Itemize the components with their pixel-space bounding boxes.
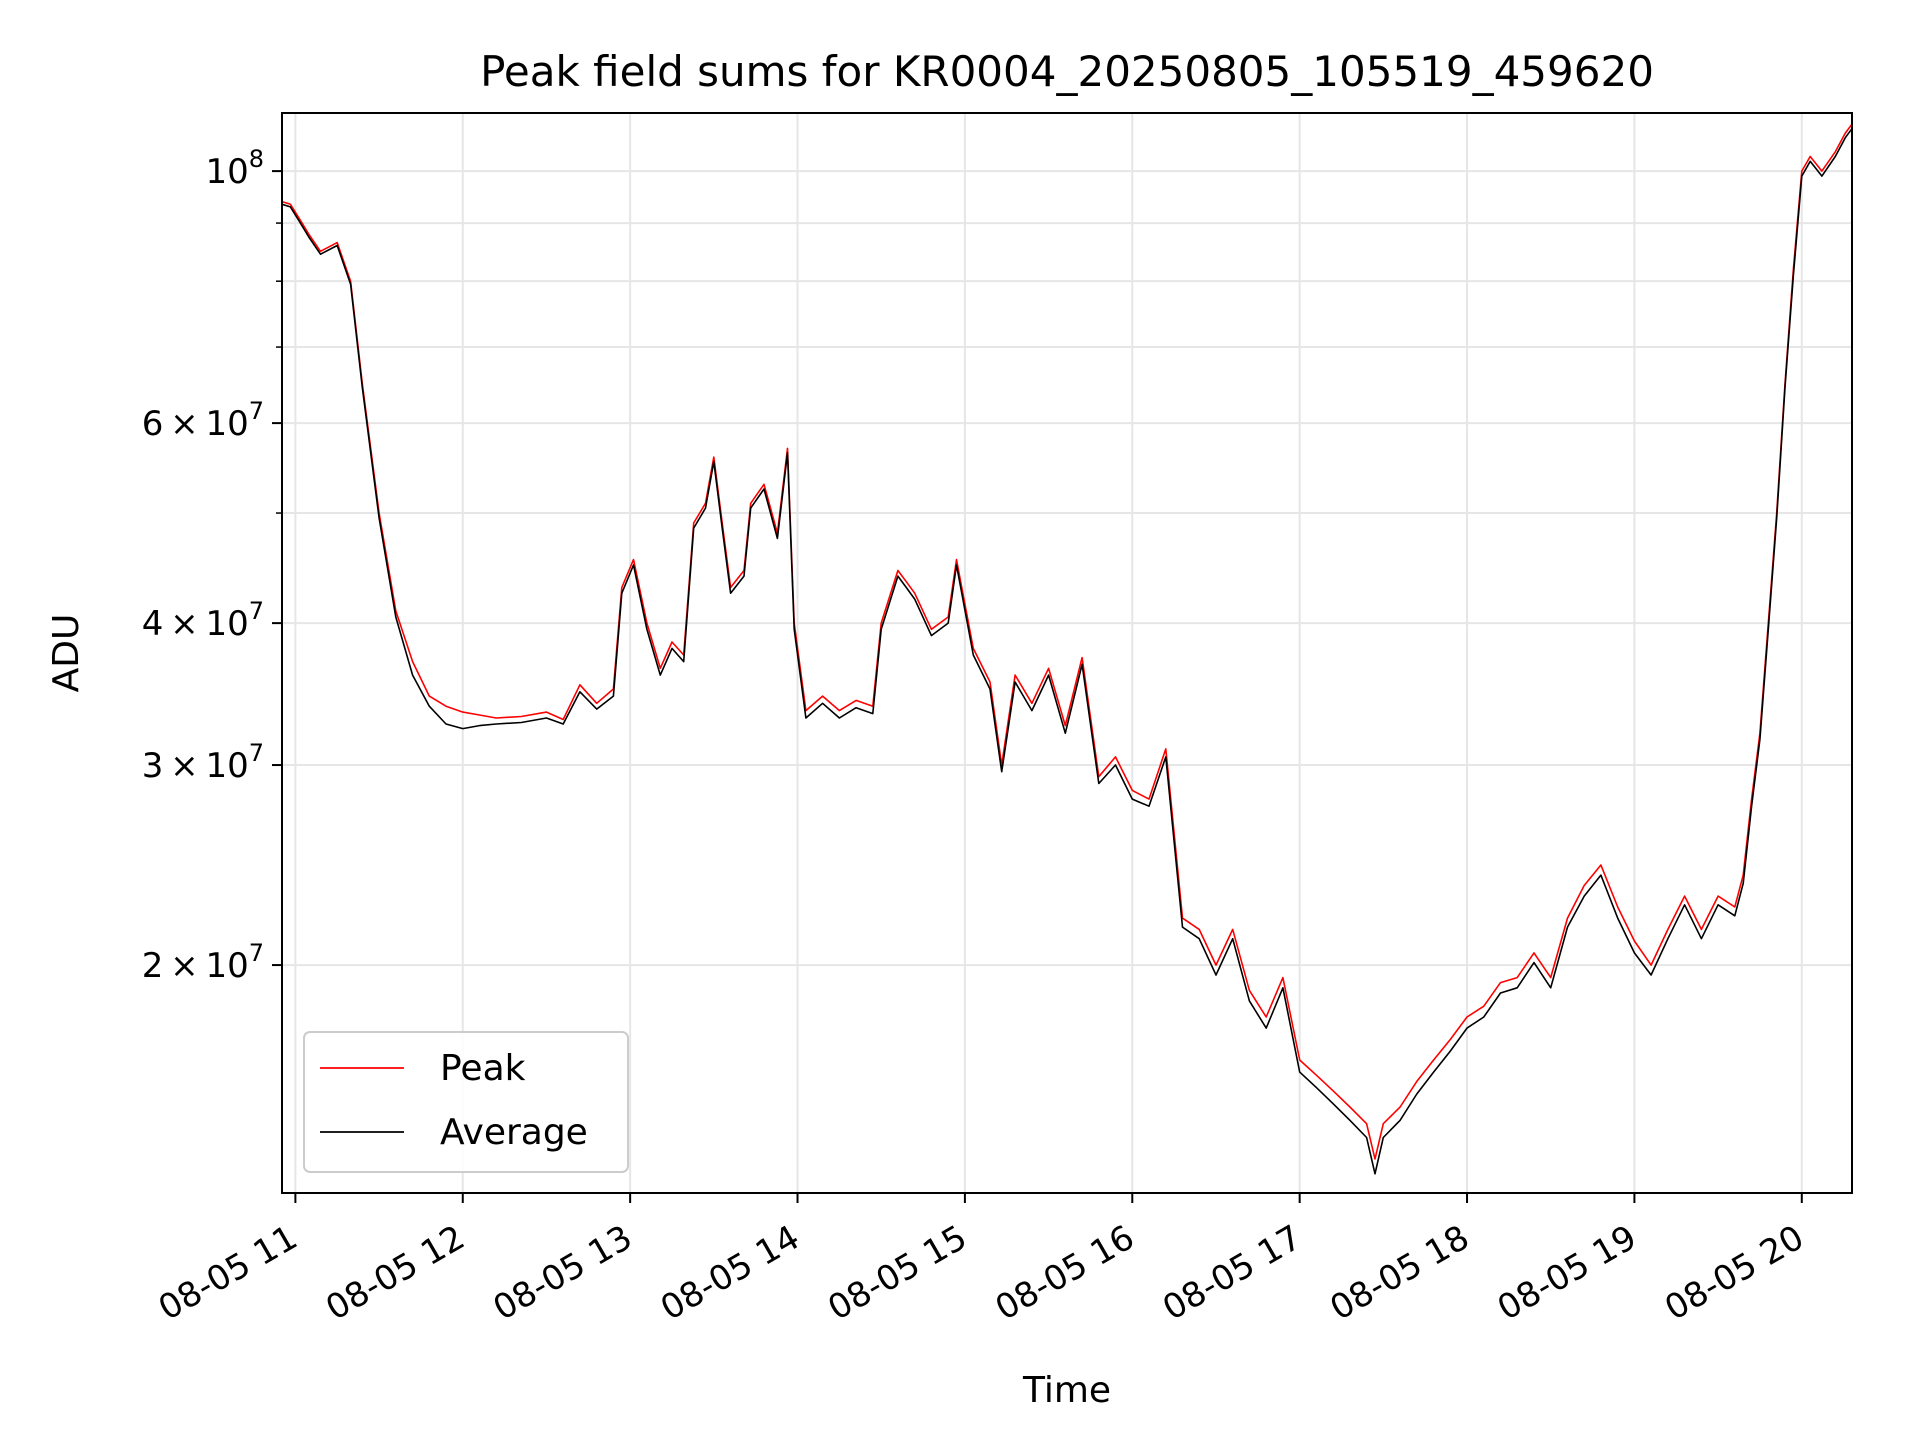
series-layer	[281, 123, 1853, 1175]
series-line-average	[281, 128, 1853, 1175]
y-tick-label: 4 × 107	[142, 597, 264, 644]
x-axis-label: Time	[1022, 1370, 1111, 1411]
y-axis: 108 6 × 107 4 × 107 3 × 107 2 × 107	[142, 145, 282, 986]
legend: Peak Average	[303, 1031, 629, 1173]
series-line-peak	[281, 123, 1853, 1160]
y-tick-label: 6 × 107	[142, 397, 264, 444]
grid	[282, 113, 1852, 1193]
legend-label-peak: Peak	[440, 1048, 526, 1089]
plot-frame	[281, 112, 1853, 1194]
legend-label-average: Average	[440, 1112, 588, 1153]
y-tick-label: 3 × 107	[142, 739, 264, 786]
legend-box	[303, 1031, 629, 1173]
y-tick-label: 108	[205, 145, 264, 192]
y-tick-label: 2 × 107	[142, 939, 264, 986]
chart-title: Peak field sums for KR0004_20250805_1055…	[480, 47, 1654, 96]
y-axis-label: ADU	[46, 614, 87, 693]
